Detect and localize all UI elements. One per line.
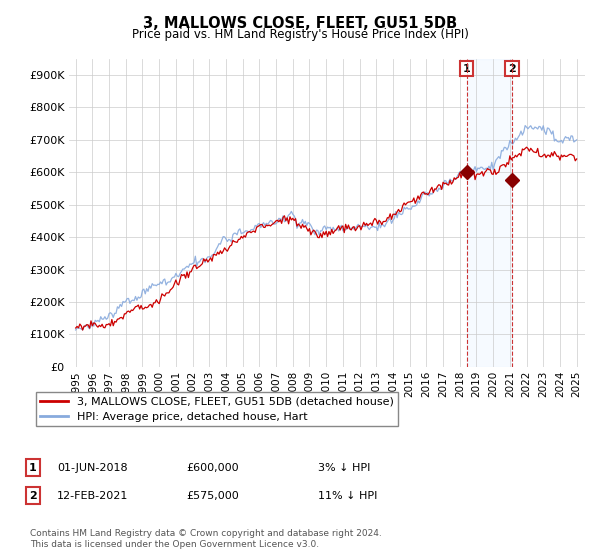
Text: 2: 2 [508,63,516,73]
Text: 3, MALLOWS CLOSE, FLEET, GU51 5DB: 3, MALLOWS CLOSE, FLEET, GU51 5DB [143,16,457,31]
Text: £600,000: £600,000 [186,463,239,473]
Text: 1: 1 [463,63,470,73]
Bar [467,59,512,367]
Text: 11% ↓ HPI: 11% ↓ HPI [318,491,377,501]
Text: £575,000: £575,000 [186,491,239,501]
Text: Price paid vs. HM Land Registry's House Price Index (HPI): Price paid vs. HM Land Registry's House … [131,28,469,41]
Text: 3% ↓ HPI: 3% ↓ HPI [318,463,370,473]
Text: 12-FEB-2021: 12-FEB-2021 [57,491,128,501]
Legend: 3, MALLOWS CLOSE, FLEET, GU51 5DB (detached house), HPI: Average price, detached: 3, MALLOWS CLOSE, FLEET, GU51 5DB (detac… [35,392,398,426]
Text: 01-JUN-2018: 01-JUN-2018 [57,463,128,473]
Text: 2: 2 [29,491,37,501]
Text: 1: 1 [29,463,37,473]
Text: Contains HM Land Registry data © Crown copyright and database right 2024.
This d: Contains HM Land Registry data © Crown c… [30,529,382,549]
